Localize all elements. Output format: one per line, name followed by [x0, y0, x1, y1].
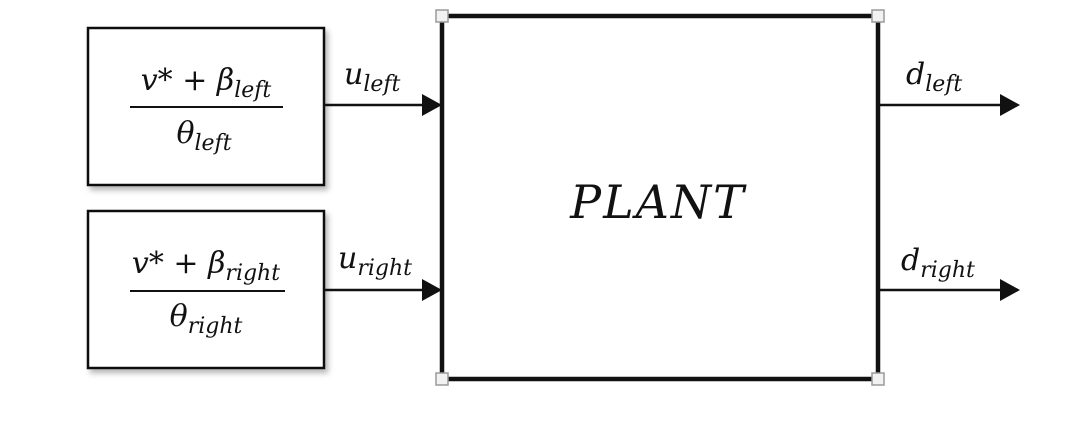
signal-u-right-arrowhead [422, 279, 442, 301]
plant-block-label: PLANT [569, 175, 747, 229]
signal-u-right[interactable]: uright [324, 241, 442, 301]
signal-u-left[interactable]: uleft [324, 57, 442, 116]
signal-d-left-label: dleft [906, 57, 962, 97]
gain-block-left-numerator: v* + βleft [141, 63, 272, 103]
gain-block-left-denominator: θleft [176, 116, 231, 156]
signal-u-left-label: uleft [344, 57, 401, 97]
gain-block-left[interactable]: v* + βleft θleft [86, 26, 326, 187]
signal-d-right[interactable]: dright [878, 243, 1020, 301]
gain-block-right-frame [86, 209, 326, 370]
plant-block[interactable]: PLANT [435, 9, 885, 386]
gain-block-right-numerator: v* + βright [132, 246, 280, 286]
signal-d-left-arrowhead [1000, 94, 1020, 116]
resize-handle-bottom-right[interactable] [871, 372, 885, 386]
signal-d-right-arrowhead [1000, 279, 1020, 301]
plant-block-frame [439, 13, 881, 382]
signal-d-left[interactable]: dleft [878, 57, 1020, 116]
gain-block-right[interactable]: v* + βright θright [86, 209, 326, 370]
resize-handle-top-right[interactable] [871, 9, 885, 23]
gain-block-right-denominator: θright [170, 299, 243, 339]
signal-d-right-label: dright [901, 243, 975, 283]
signal-u-right-label: uright [338, 241, 412, 281]
resize-handle-top-left[interactable] [435, 9, 449, 23]
resize-handle-bottom-left[interactable] [435, 372, 449, 386]
signal-u-left-arrowhead [422, 94, 442, 116]
